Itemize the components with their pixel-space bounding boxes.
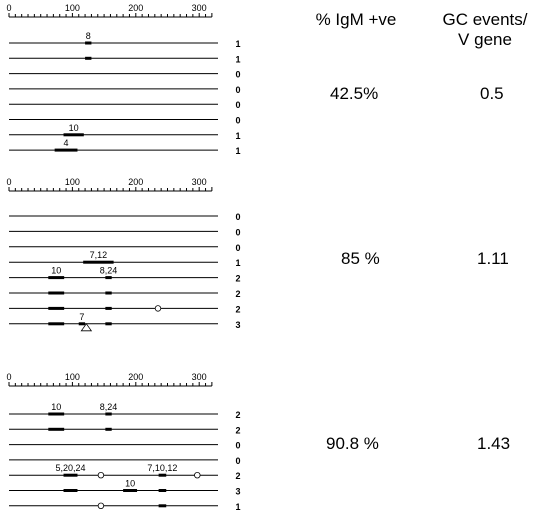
panel-2-row-4-event-count: 1 <box>235 258 240 268</box>
panel-3-row-6-mutation-label: 10 <box>125 479 135 489</box>
panel-2-row-8-mutation-bar <box>105 322 112 326</box>
panel-2-pct-igm: 85 % <box>341 249 380 268</box>
panel-2-axis-tick-label: 300 <box>192 177 207 187</box>
panel-3-row-1-mutation-label: 8,24 <box>100 402 118 412</box>
panel-3-row-1-event-count: 2 <box>235 410 240 420</box>
panel-2-row-7-mutation-bar <box>105 306 112 310</box>
panel-1-row-7-event-count: 1 <box>235 131 240 141</box>
panel-3-row-5-mutation-bar <box>158 473 167 477</box>
panel-3-axis-tick-label: 200 <box>128 372 143 382</box>
gc-events-header: GC events/ V gene <box>430 10 535 50</box>
panel-3-row-5-mutation-label: 5,20,24 <box>55 463 85 473</box>
panel-3-row-5-open-circle-marker <box>97 472 105 479</box>
panel-3-row-5-mutation-bar <box>63 473 78 477</box>
panel-1-axis-tick-label: 300 <box>192 3 207 13</box>
panel-3-row-5-open-circle-marker <box>194 472 201 479</box>
panel-3-row-5-mutation-label: 7,10,12 <box>147 463 177 473</box>
panel-1-gc-events: 0.5 <box>480 84 504 103</box>
panel-3-row-6-mutation-bar <box>63 489 78 492</box>
panel-1-row-2-event-count: 1 <box>235 54 240 64</box>
panel-2-row-3-event-count: 0 <box>235 243 240 253</box>
panel-2-row-8-mutation-bar <box>78 322 86 326</box>
panel-1-row-8-mutation-label: 4 <box>64 138 69 148</box>
panel-2-gc-events: 1.11 <box>477 249 509 268</box>
panel-1-row-6-event-count: 0 <box>235 116 240 126</box>
panel-3-row-2-event-count: 2 <box>235 425 240 435</box>
gc-events-header-line2: V gene <box>458 30 512 49</box>
panel-1-row-1-mutation-label: 8 <box>86 31 91 41</box>
panel-1-pct-igm: 42.5% <box>330 84 379 103</box>
panel-1-axis-tick-label: 100 <box>65 3 80 13</box>
panel-1-row-1-mutation-bar <box>85 41 92 45</box>
panel-2-row-5-mutation-label: 8,24 <box>100 266 118 276</box>
panel-1-row-1-event-count: 1 <box>235 39 240 49</box>
panel-2-row-8-event-count: 3 <box>235 320 240 330</box>
panel-1-row-5-event-count: 0 <box>235 100 240 110</box>
panel-1-row-2-mutation-bar <box>85 56 92 60</box>
panel-3-row-6-event-count: 3 <box>235 487 240 497</box>
panel-2-row-8-mutation-bar <box>48 322 65 326</box>
panel-3-row-7-open-circle-marker <box>97 502 105 509</box>
panel-3-row-5-event-count: 2 <box>235 471 240 481</box>
panel-2-axis-tick-label: 100 <box>65 177 80 187</box>
panel-2-row-7-open-circle-marker <box>154 305 162 312</box>
panel-3-row-4-event-count: 0 <box>235 456 240 466</box>
panel-2-row-4-mutation-label: 7,12 <box>90 250 108 260</box>
panel-2-row-8-open-triangle-marker <box>80 323 93 332</box>
panel-2-row-7-mutation-bar <box>48 306 65 310</box>
panel-2-axis-tick-label: 0 <box>6 177 11 187</box>
panel-2-row-6-mutation-bar <box>48 291 65 295</box>
panel-1-row-3-event-count: 0 <box>235 70 240 80</box>
panel-1-axis-tick-label: 200 <box>128 3 143 13</box>
panel-2-row-5-mutation-bar <box>48 276 65 280</box>
pct-igm-header: % IgM +ve <box>296 10 416 30</box>
panel-2-row-5-mutation-label: 10 <box>51 266 61 276</box>
panel-3-row-7-mutation-bar <box>158 504 167 508</box>
panel-3-axis-tick-label: 300 <box>192 372 207 382</box>
panel-3-row-2-mutation-bar <box>105 427 112 431</box>
panel-3-row-3-event-count: 0 <box>235 441 240 451</box>
panel-2-row-5-event-count: 2 <box>235 274 240 284</box>
pct-igm-header-text: % IgM +ve <box>315 10 397 29</box>
panel-1-row-7-mutation-label: 10 <box>69 123 79 133</box>
panel-2-row-4-mutation-bar <box>83 260 114 264</box>
panel-3-pct-igm: 90.8 % <box>326 434 379 453</box>
panel-2-row-6-mutation-bar <box>105 291 112 295</box>
panel-2-row-2-event-count: 0 <box>235 227 240 237</box>
panel-1-row-8-mutation-bar <box>54 148 78 152</box>
panel-1-row-4-event-count: 0 <box>235 85 240 95</box>
panel-3-row-2-mutation-bar <box>48 427 65 431</box>
panel-2-axis-tick-label: 200 <box>128 177 143 187</box>
panel-2-row-5-mutation-bar <box>105 276 112 280</box>
panel-3-row-7-event-count: 1 <box>235 502 240 512</box>
panel-3-axis-tick-label: 100 <box>65 372 80 382</box>
panel-3-row-6-mutation-bar <box>158 489 167 492</box>
panel-1-axis-tick-label: 0 <box>6 3 11 13</box>
panel-3-axis-tick-label: 0 <box>6 372 11 382</box>
panel-3-row-1-mutation-bar <box>105 412 112 416</box>
panel-1-row-8-event-count: 1 <box>235 146 240 156</box>
panel-3-row-1-mutation-bar <box>48 412 65 416</box>
panel-3-gc-events: 1.43 <box>477 434 511 453</box>
gc-events-header-line1: GC events/ <box>442 10 528 29</box>
panel-3-row-6-mutation-bar <box>123 489 138 492</box>
panel-3-row-1-mutation-label: 10 <box>51 402 61 412</box>
panel-2-row-1-event-count: 0 <box>235 212 240 222</box>
panel-1-row-7-mutation-bar <box>63 133 84 137</box>
panel-2-row-7-event-count: 2 <box>235 304 240 314</box>
panel-2-row-8-mutation-label: 7 <box>79 312 84 322</box>
panel-2-row-6-event-count: 2 <box>235 289 240 299</box>
